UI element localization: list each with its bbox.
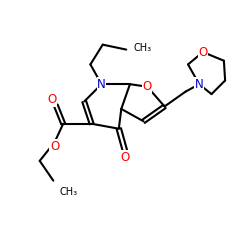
Text: O: O [120, 151, 130, 164]
Text: O: O [48, 93, 57, 106]
Text: O: O [50, 140, 59, 152]
Text: O: O [198, 46, 207, 59]
Text: O: O [143, 80, 152, 93]
Text: CH₃: CH₃ [133, 43, 151, 53]
Text: CH₃: CH₃ [60, 187, 78, 197]
Text: N: N [97, 78, 106, 91]
Text: N: N [195, 78, 203, 91]
